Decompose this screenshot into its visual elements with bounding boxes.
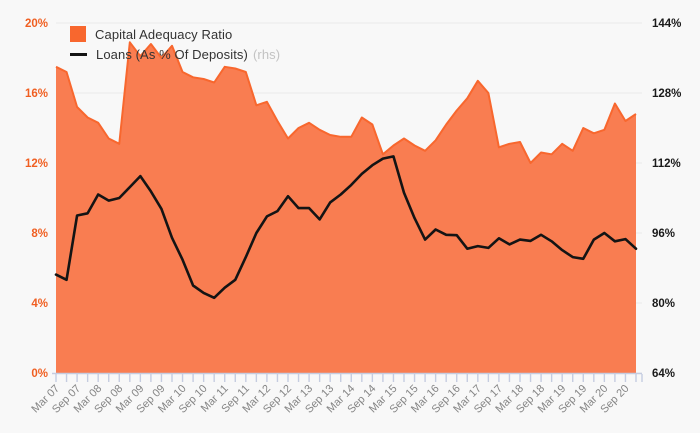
y-right-tick-label: 64% bbox=[652, 368, 675, 380]
line-swatch-icon bbox=[70, 53, 87, 56]
y-right-tick-label: 96% bbox=[652, 228, 675, 240]
y-left-tick-label: 20% bbox=[25, 18, 48, 30]
legend-item-capital-adequacy-ratio[interactable]: Capital Adequacy Ratio bbox=[70, 26, 280, 42]
car-area-edge bbox=[55, 41, 637, 164]
y-left-tick-label: 16% bbox=[25, 88, 48, 100]
y-left-tick-label: 0% bbox=[31, 368, 48, 380]
legend-item-loans-deposits[interactable]: Loans (As % Of Deposits) (rhs) bbox=[70, 47, 280, 62]
y-left-tick-label: 12% bbox=[25, 158, 48, 170]
y-right-tick-label: 112% bbox=[652, 158, 681, 170]
legend-rhs-suffix: (rhs) bbox=[252, 47, 281, 62]
legend-label: Capital Adequacy Ratio bbox=[95, 26, 233, 42]
y-left-tick-label: 8% bbox=[31, 228, 48, 240]
legend-label: Loans (As % Of Deposits) (rhs) bbox=[96, 47, 281, 62]
y-right-tick-label: 80% bbox=[652, 298, 675, 310]
area-swatch-icon bbox=[70, 26, 86, 42]
loans-line-series bbox=[54, 155, 638, 300]
y-right-tick-label: 128% bbox=[652, 88, 681, 100]
y-left-tick-label: 4% bbox=[31, 298, 48, 310]
y-right-tick-label: 144% bbox=[652, 18, 681, 30]
chart-legend: Capital Adequacy Ratio Loans (As % Of De… bbox=[70, 26, 280, 62]
